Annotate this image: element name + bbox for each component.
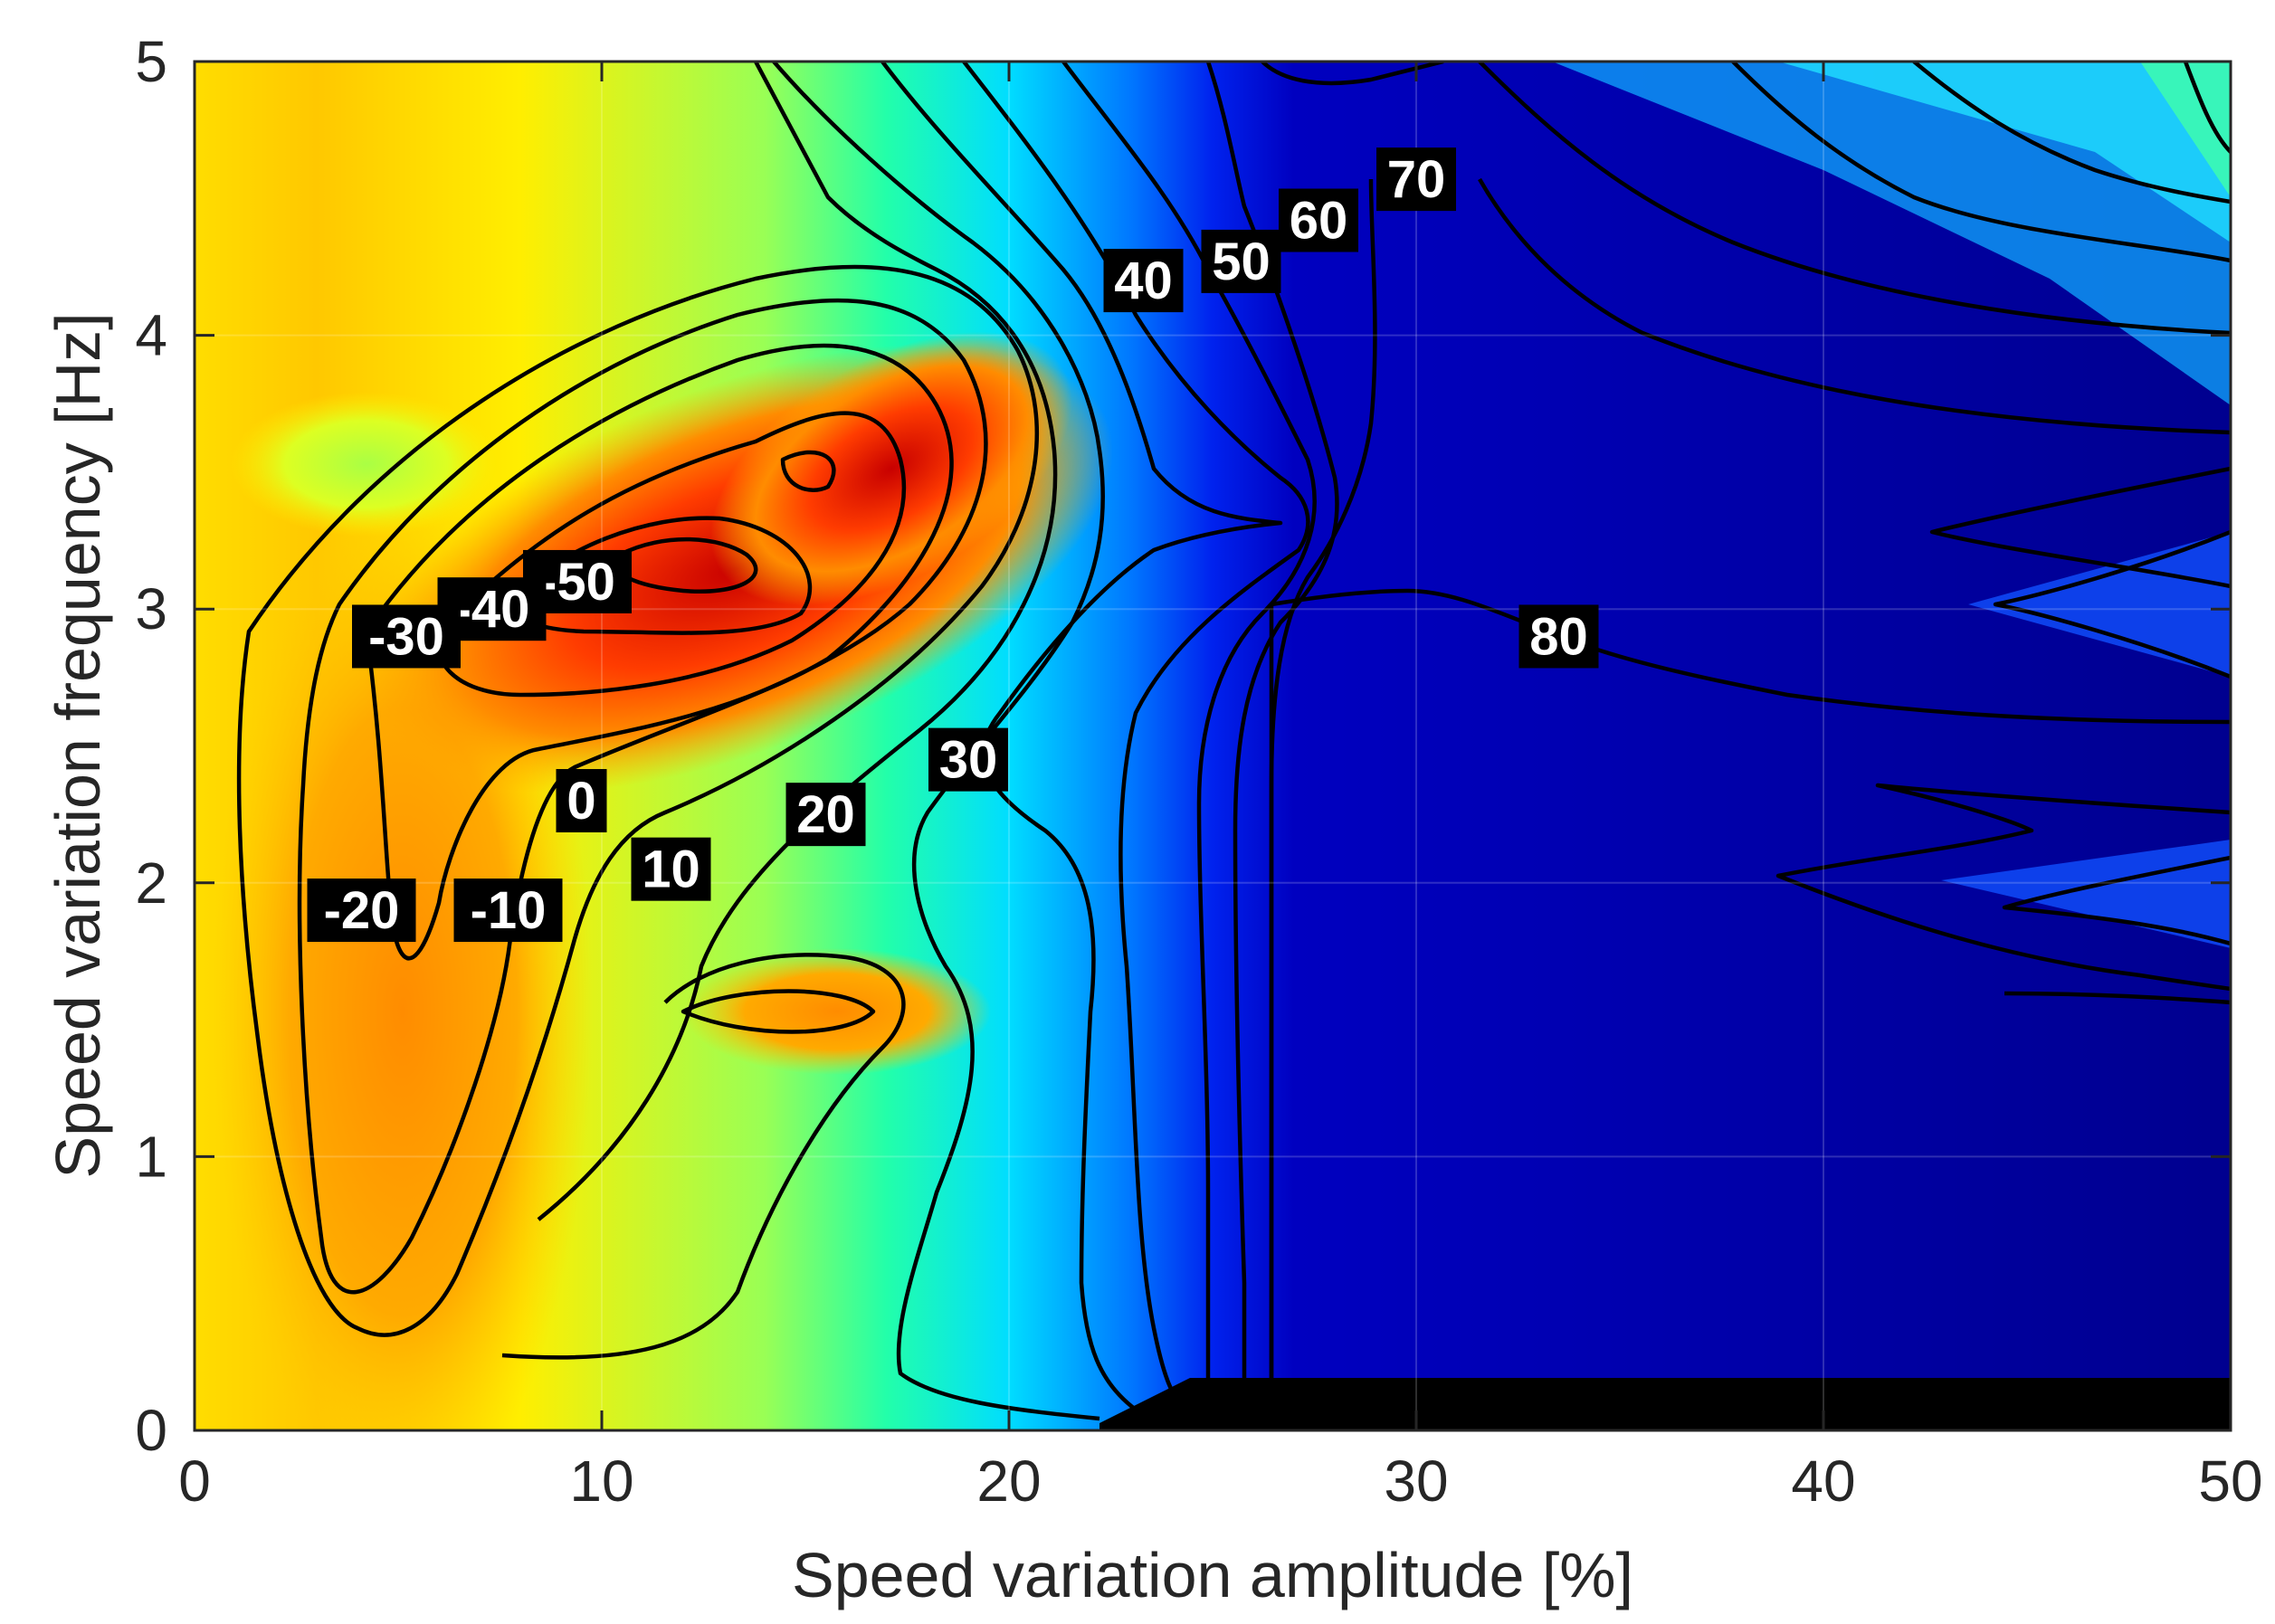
contour-label-box [1103, 249, 1184, 313]
contour-fill-green-bubble [231, 392, 502, 537]
contour-line-upper-right-5 [2183, 62, 2231, 154]
contour-label: -20 [307, 878, 416, 943]
contour-label-text: 30 [939, 731, 998, 790]
x-axis-label: Speed variation amplitude [%] [792, 1540, 1633, 1610]
contour-label-box [1518, 604, 1599, 669]
contour-label-box [1201, 229, 1281, 293]
contour-line-zero [236, 264, 1039, 1337]
contour-label-box [1376, 147, 1456, 212]
contour-label-text: 60 [1290, 192, 1348, 251]
contour-fill-orange-spot [683, 948, 991, 1075]
y-axis-label: Speed variation frequency [Hz] [43, 312, 113, 1178]
contour-label-box [1279, 188, 1358, 252]
contour-line-upper-right-2 [1478, 62, 2231, 336]
contour-fill-green-corner [2140, 62, 2231, 197]
contour-label: 20 [785, 783, 866, 847]
contour-label: -10 [453, 878, 563, 943]
contour-label-text: 0 [566, 772, 595, 831]
y-tick-label: 3 [135, 576, 167, 641]
contour-label-text: 10 [642, 840, 700, 899]
contour-line-wedge-lower [2002, 855, 2231, 946]
contour-label: 0 [556, 769, 607, 833]
contour-label: 80 [1518, 604, 1599, 669]
contour-line-30 [880, 62, 1283, 1411]
contour-line-40 [962, 62, 1310, 1416]
contour-line-zero-spot [681, 989, 876, 1034]
contour-label-text: 80 [1529, 607, 1588, 666]
y-tick-label: 2 [135, 850, 167, 916]
contour-label: -30 [352, 604, 461, 669]
x-tick-label: 30 [1384, 1448, 1448, 1514]
contour-label-box [556, 769, 607, 833]
contour-label-text: -10 [471, 881, 547, 940]
x-tick-label: 0 [178, 1448, 211, 1514]
y-axis-ticks: 0 1 2 3 4 5 [135, 29, 2231, 1463]
x-tick-label: 40 [1791, 1448, 1855, 1514]
contour-label: 10 [631, 837, 711, 901]
contour-label-text: -30 [368, 607, 444, 666]
y-tick-label: 5 [135, 29, 167, 94]
contour-line-far-right [2004, 991, 2231, 1005]
contour-labels: -50-40-30 -20 -10 0 10 20 30 40 50 60 70 80 [307, 147, 1599, 943]
contour-line-20 [772, 62, 1105, 1421]
contour-line-minus-30 [436, 411, 907, 698]
contour-fill-black-band [1190, 1378, 2231, 1430]
contour-label-box [785, 783, 866, 847]
contour-label-text: -50 [539, 553, 615, 612]
contour-line-10 [537, 62, 1058, 1221]
grid-lines [195, 62, 2231, 1430]
contour-fill-wedge-upper [1968, 532, 2231, 677]
contour-label-text: 20 [796, 785, 855, 844]
contour-line-upper-right-3 [1731, 62, 2231, 263]
x-axis-ticks: 0 10 20 30 40 50 [178, 62, 2263, 1514]
y-tick-label: 1 [135, 1124, 167, 1189]
contour-line-minus-10 [297, 298, 988, 1295]
contour-label-text: -40 [454, 580, 530, 639]
contour-line-10-lower [501, 953, 906, 1360]
contour-label: 50 [1201, 229, 1281, 293]
x-tick-label: 10 [569, 1448, 633, 1514]
contour-label: 60 [1279, 188, 1358, 252]
contour-fill-black-taper [1099, 1378, 1190, 1430]
contour-line-80-lower [1775, 783, 2231, 992]
x-tick-label: 50 [2198, 1448, 2262, 1514]
contour-label-box [307, 878, 416, 943]
contour-label-box [352, 604, 461, 669]
contour-label: 70 [1376, 147, 1456, 212]
contour-label-text: -20 [324, 881, 400, 940]
contour-fill-wedge-lower [1941, 840, 2231, 948]
contour-line-top-middle [1261, 62, 1444, 86]
contour-line-wedge-mid [1993, 529, 2231, 679]
y-tick-label: 4 [135, 303, 167, 368]
contour-label-text: 70 [1387, 150, 1446, 209]
contour-label: 30 [928, 727, 1008, 792]
contour-label-box [631, 837, 711, 901]
contour-label: 40 [1103, 249, 1184, 313]
y-tick-label: 0 [135, 1398, 167, 1463]
contour-line-minus-40-spot [780, 450, 836, 492]
axes-frame [193, 60, 2232, 1432]
contour-line-80 [1269, 588, 2231, 1401]
contour-label-box [453, 878, 563, 943]
contour-label-box [928, 727, 1008, 792]
contour-line-minus-40 [513, 516, 813, 635]
contour-label-text: 50 [1212, 233, 1271, 291]
contour-line-wedge-upper [1929, 466, 2231, 589]
x-tick-label: 20 [976, 1448, 1041, 1514]
contour-line-upper-right-4 [1912, 62, 2231, 204]
contour-label-text: 40 [1114, 252, 1173, 310]
contour-fill-lightblue-topright [1778, 62, 2231, 242]
contour-fill-cyan-topright [1552, 62, 2231, 405]
contour-line-upper-right-1 [1478, 177, 2231, 435]
